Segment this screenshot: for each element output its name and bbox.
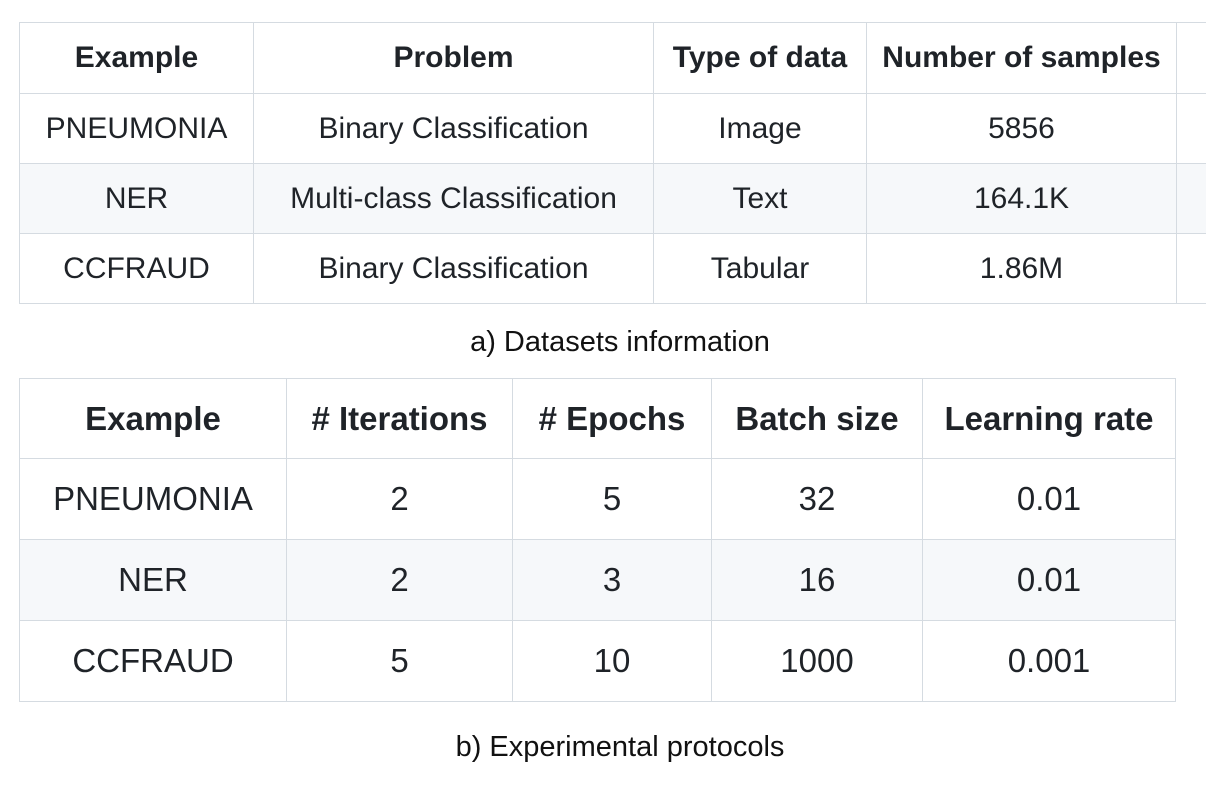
table-cell: Text [653, 163, 867, 234]
table-row: PNEUMONIA 2 5 32 0.01 [19, 458, 1176, 540]
header-cell: # Epochs [512, 378, 712, 459]
header-cell: # Iterations [286, 378, 513, 459]
datasets-caption: a) Datasets information [470, 326, 770, 358]
table-cell: 10 [512, 620, 712, 702]
protocols-table-wrapper: Example # Iterations # Epochs Batch size Lea… [19, 378, 1179, 702]
table-cell: PNEUMONIA [19, 458, 287, 540]
header-cell: Batch size [711, 378, 923, 459]
table-cell: 0.01 [922, 458, 1176, 540]
protocols-caption: b) Experimental protocols [455, 731, 785, 763]
table-cell-clipped [1176, 163, 1206, 234]
protocols-table: Example # Iterations # Epochs Batch size Lea… [19, 378, 1176, 702]
table-cell: Binary Classification [253, 93, 654, 164]
table-cell-clipped [1176, 233, 1206, 304]
header-cell: Problem [253, 22, 654, 94]
table-cell: CCFRAUD [19, 233, 254, 304]
table-cell: NER [19, 539, 287, 621]
header-row: Example Problem Type of data Number of samp… [19, 22, 1206, 94]
table-cell: NER [19, 163, 254, 234]
header-row: Example # Iterations # Epochs Batch size Lea… [19, 378, 1176, 459]
header-cell: Number of samples [866, 22, 1177, 94]
table-cell: 1.86M [866, 233, 1177, 304]
table-cell: Image [653, 93, 867, 164]
table-row: CCFRAUD Binary Classification Tabular 1.86M [19, 233, 1206, 304]
header-cell: Learning rate [922, 378, 1176, 459]
table-cell: 5856 [866, 93, 1177, 164]
table-cell: 2 [286, 539, 513, 621]
table-row: CCFRAUD 5 10 1000 0.001 [19, 620, 1176, 702]
table-cell: 1000 [711, 620, 923, 702]
table-cell: 5 [286, 620, 513, 702]
datasets-table: Example Problem Type of data Number of samp… [19, 22, 1206, 304]
table-cell: 16 [711, 539, 923, 621]
table-row: NER 2 3 16 0.01 [19, 539, 1176, 621]
table-cell: Tabular [653, 233, 867, 304]
header-cell: Type of data [653, 22, 867, 94]
table-cell: 5 [512, 458, 712, 540]
header-cell-clipped [1176, 22, 1206, 94]
table-cell: 0.001 [922, 620, 1176, 702]
table-row: PNEUMONIA Binary Classification Image 5856 [19, 93, 1206, 164]
header-cell: Example [19, 378, 287, 459]
table-row: NER Multi-class Classification Text 164.1K [19, 163, 1206, 234]
header-cell: Example [19, 22, 254, 94]
datasets-table-wrapper: Example Problem Type of data Number of samp… [19, 22, 1206, 304]
table-cell: Multi-class Classification [253, 163, 654, 234]
table-cell: 32 [711, 458, 923, 540]
table-cell-clipped [1176, 93, 1206, 164]
table-cell: 164.1K [866, 163, 1177, 234]
table-cell: 2 [286, 458, 513, 540]
table-cell: 3 [512, 539, 712, 621]
table-cell: Binary Classification [253, 233, 654, 304]
table-cell: PNEUMONIA [19, 93, 254, 164]
table-cell: CCFRAUD [19, 620, 287, 702]
table-cell: 0.01 [922, 539, 1176, 621]
